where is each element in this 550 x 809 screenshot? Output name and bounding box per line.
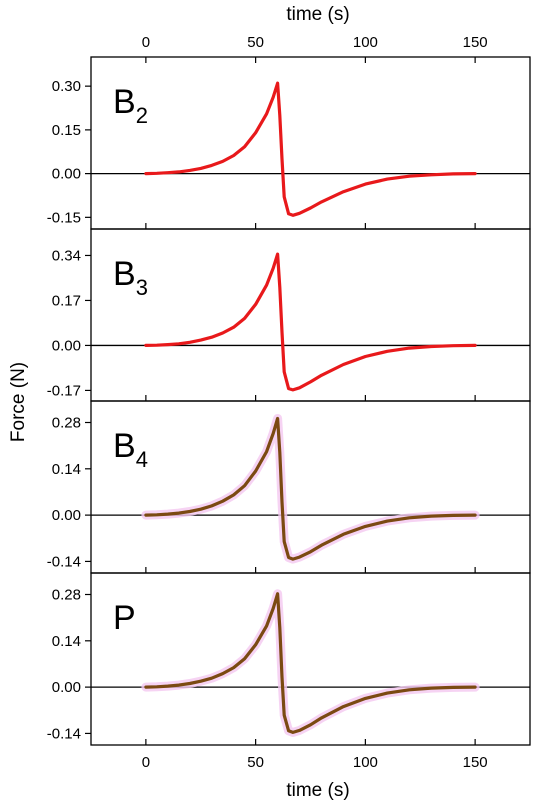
y-tick-label: 0.28 — [52, 587, 81, 604]
bottom-x-tick-label: 150 — [463, 754, 488, 771]
top-x-axis-title: time (s) — [286, 4, 349, 25]
panel-frame — [90, 572, 531, 746]
y-tick-label: 0.14 — [52, 633, 81, 650]
bottom-x-tick-label: 100 — [353, 754, 378, 771]
series-halo — [141, 414, 480, 564]
y-tick-label: 0.30 — [52, 78, 81, 95]
panel-2: 0.34 0.17 0.00 -0.17 B3 — [47, 228, 531, 402]
y-tick-label: 0.00 — [52, 337, 81, 354]
bottom-x-tick-label: 50 — [247, 754, 264, 771]
panel-label: P — [113, 599, 136, 637]
panel-label-subscript: 4 — [136, 447, 148, 472]
bottom-x-axis-title: time (s) — [286, 780, 349, 801]
series-halo — [141, 589, 480, 737]
panel-4: 0.28 0.14 0.00 -0.14 P — [47, 572, 531, 746]
panels: 0.300.150.00-0.15B20.340.170.00-0.17B30.… — [47, 56, 531, 746]
top-x-tick-label: 50 — [247, 34, 264, 51]
y-tick-label: 0.00 — [52, 507, 81, 524]
panel-label-subscript: 3 — [136, 275, 148, 300]
y-tick-label: -0.17 — [47, 382, 81, 399]
series-line — [144, 592, 477, 734]
panel-frame — [90, 228, 531, 402]
y-axis-title: Force (N) — [8, 362, 29, 442]
y-tick-label: 0.28 — [52, 415, 81, 432]
top-x-tick-label: 150 — [463, 34, 488, 51]
series-line — [144, 416, 477, 561]
panel-3: 0.28 0.14 0.00 -0.14 B4 — [47, 400, 531, 574]
top-x-tick-label: 100 — [353, 34, 378, 51]
panel-frame — [90, 56, 531, 230]
bottom-x-tick-label: 0 — [142, 754, 150, 771]
panel-label: B2 — [113, 83, 148, 128]
panel-label-subscript: 2 — [136, 103, 148, 128]
y-tick-label: 0.00 — [52, 166, 81, 183]
series-line — [144, 81, 477, 217]
y-tick-label: 0.17 — [52, 292, 81, 309]
y-tick-label: 0.34 — [52, 247, 81, 264]
y-tick-label: 0.15 — [52, 122, 81, 139]
y-tick-label: -0.14 — [47, 725, 81, 742]
panel-1: 0.30 0.15 0.00 -0.15 B2 — [47, 56, 531, 230]
panel-label: B3 — [113, 255, 148, 300]
y-tick-label: 0.14 — [52, 461, 81, 478]
top-x-tick-label: 0 — [142, 34, 150, 51]
series-line — [144, 252, 477, 392]
y-tick-label: 0.00 — [52, 679, 81, 696]
x-tick-labels: 0 0 50 50 100 100 150 150 — [142, 34, 488, 771]
y-tick-label: -0.15 — [47, 209, 81, 226]
y-tick-label: -0.14 — [47, 553, 81, 570]
panel-label: B4 — [113, 427, 148, 472]
